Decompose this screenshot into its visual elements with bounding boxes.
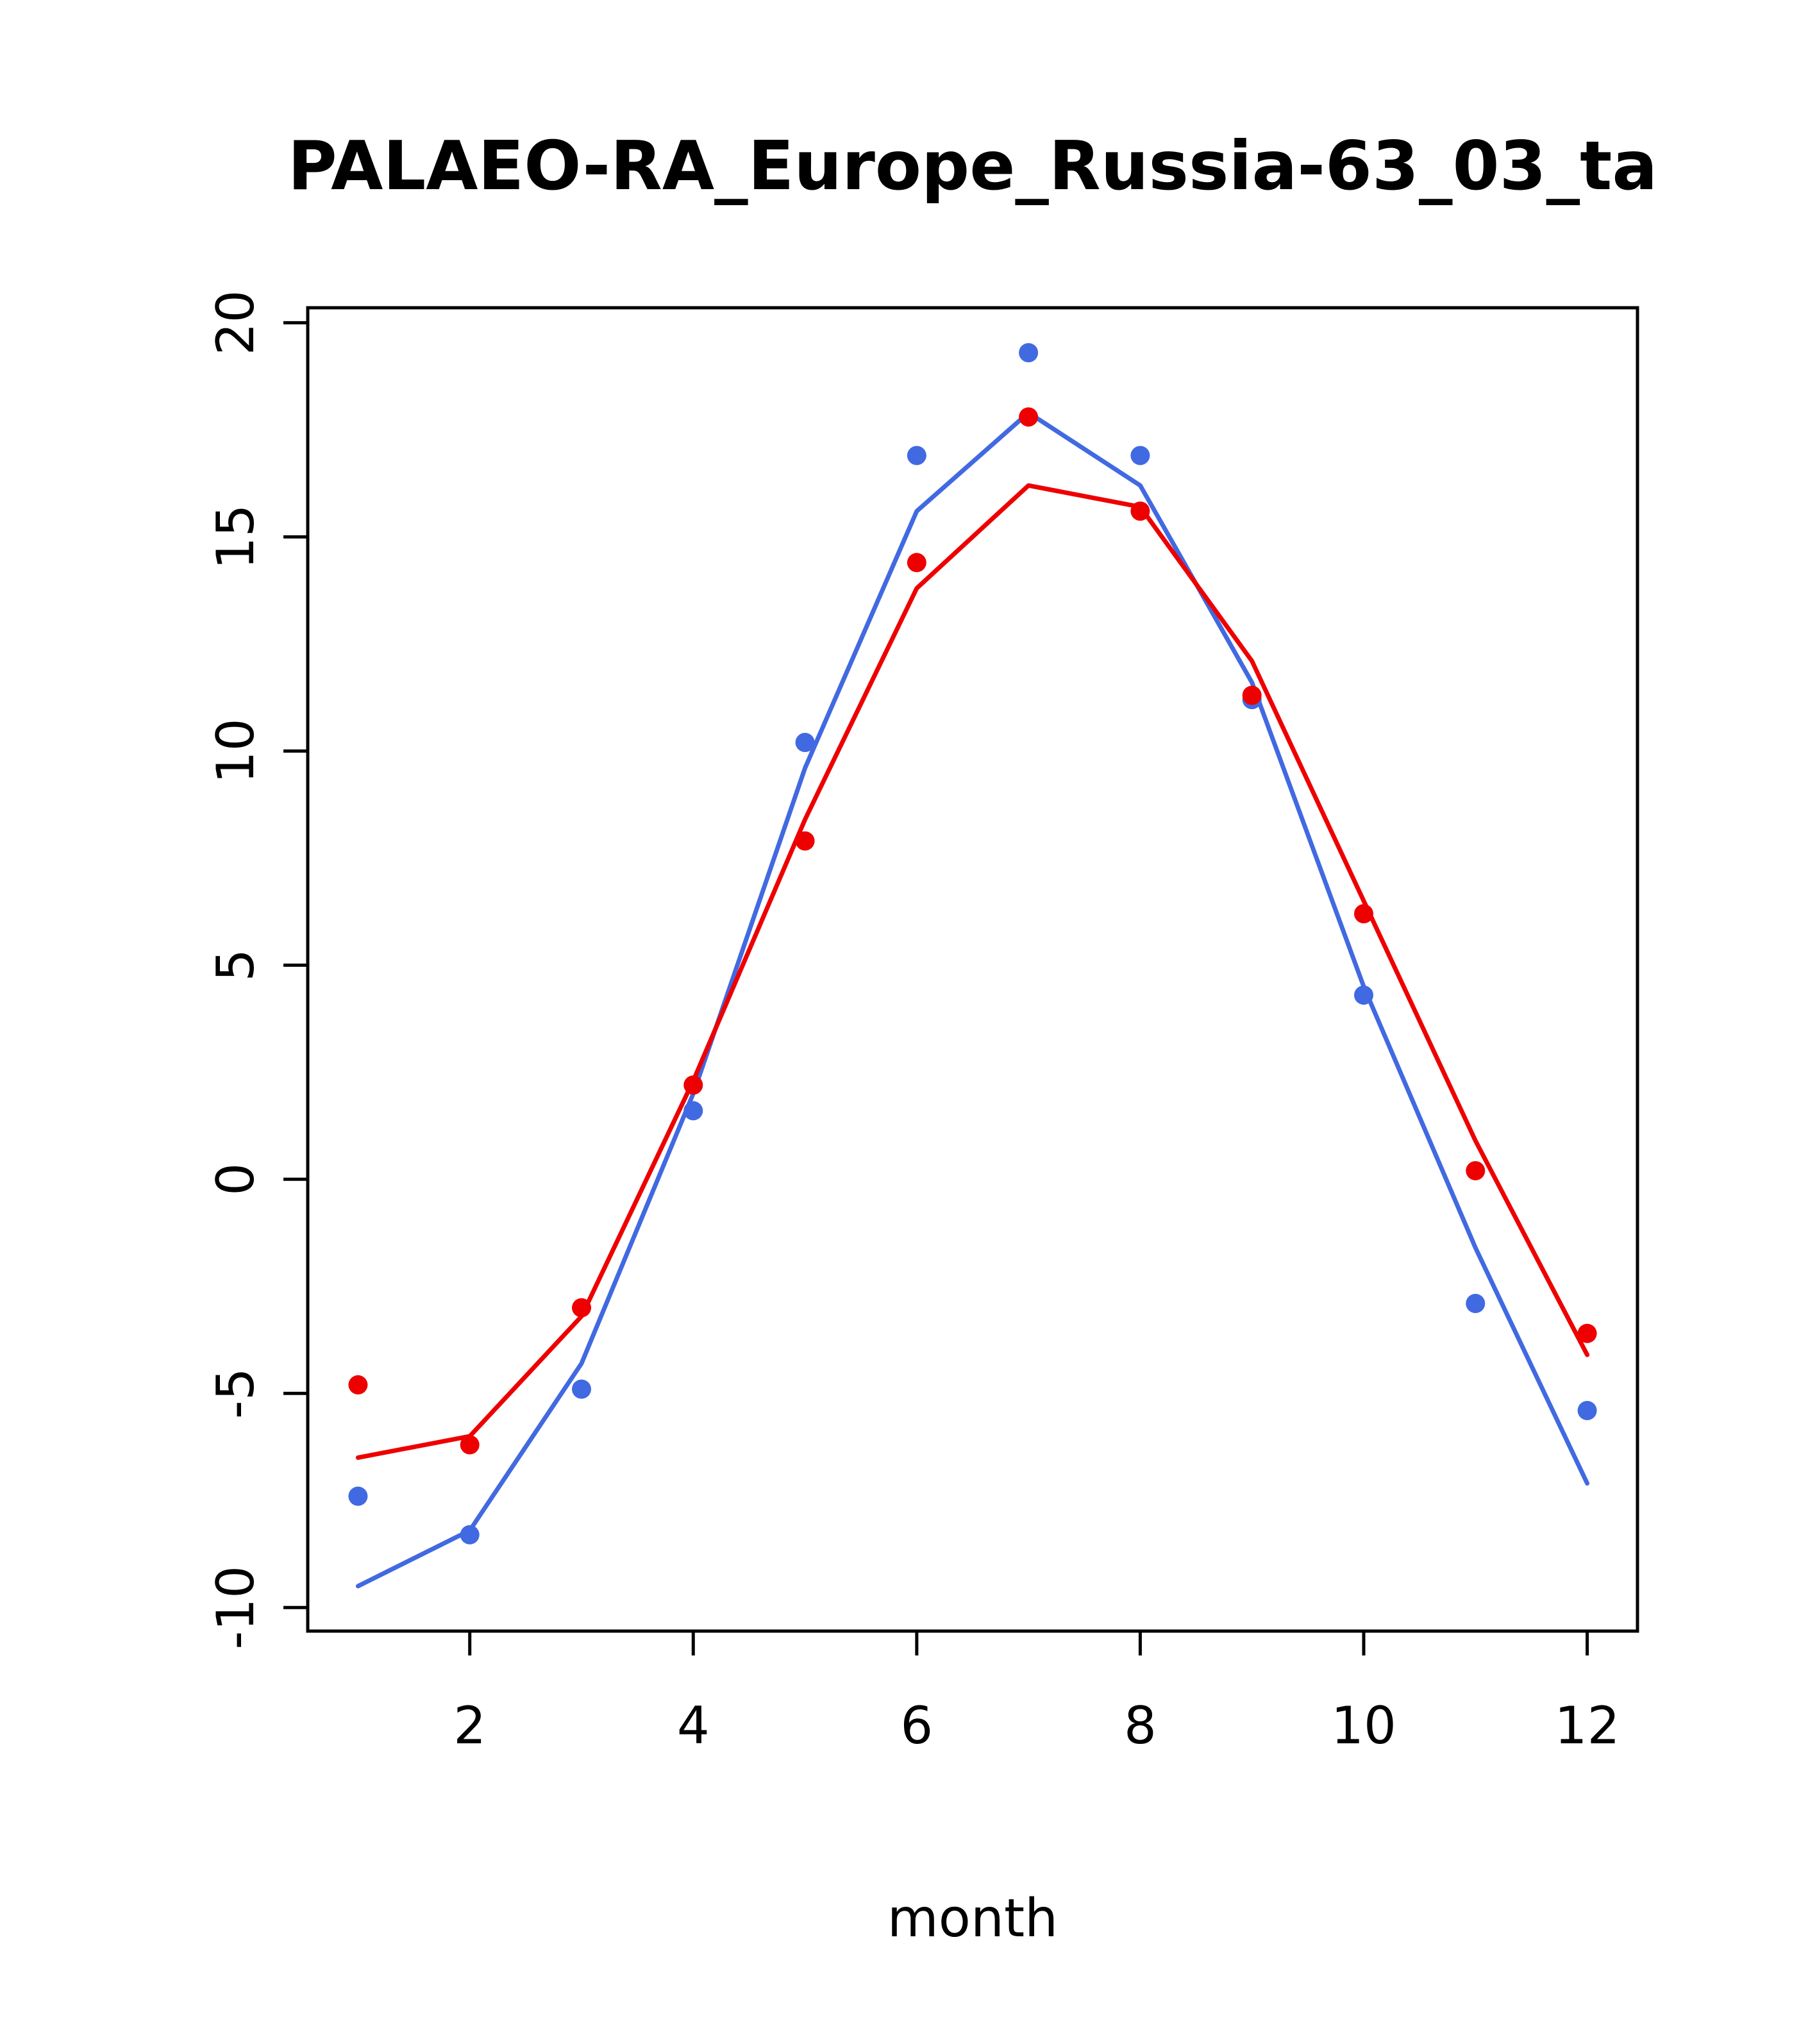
red-points-marker [1242,685,1262,705]
red-points-marker [1130,501,1150,521]
blue-points-marker [348,1486,368,1506]
blue-points-marker [795,732,815,752]
x-tick-label: 2 [453,1696,486,1755]
x-tick-label: 8 [1124,1696,1157,1755]
x-tick-label: 12 [1555,1696,1620,1755]
blue-points-marker [683,1101,703,1121]
red-points-marker [572,1298,591,1318]
blue-points-marker [460,1525,480,1545]
y-tick-label: -10 [206,1566,265,1650]
blue-points-marker [907,446,926,465]
axes-layer: 2 4 6 8 10 12 -10 -5 0 5 10 15 20 [206,290,1620,1755]
red-points-marker [1354,904,1373,924]
y-tick-label: 5 [206,949,265,982]
series-layer [348,343,1597,1589]
x-axis-label: month [887,1888,1058,1949]
red-points-marker [907,553,926,573]
x-tick-label: 4 [677,1696,710,1755]
x-tick-label: 6 [900,1696,933,1755]
blue-points-marker [1354,985,1373,1005]
series-red-line [355,483,1590,1460]
y-tick-label: 10 [206,718,265,783]
plot-box [306,306,1639,1633]
y-tick-label: 0 [206,1163,265,1196]
series-red-points [348,407,1597,1455]
series-blue-points [348,343,1597,1545]
red-points-marker [1019,407,1039,427]
red-points-marker [683,1075,703,1095]
red-points-marker [1466,1160,1486,1180]
y-tick-label: 15 [206,504,265,569]
y-tick-label: -5 [206,1368,265,1419]
y-tick-label: 20 [206,290,265,355]
chart-title: PALAEO-RA_Europe_Russia-63_03_ta [288,127,1657,205]
x-tick-label: 10 [1331,1696,1396,1755]
red-points-marker [348,1375,368,1395]
series-blue-line [355,410,1590,1589]
red-points-marker [460,1435,480,1455]
red-points-marker [795,831,815,851]
blue-points-marker [1577,1401,1597,1420]
blue-points-marker [1466,1294,1486,1314]
red-points-marker [1577,1323,1597,1343]
blue-points-marker [572,1379,591,1399]
blue-points-marker [1019,343,1039,363]
blue-points-marker [1130,446,1150,465]
